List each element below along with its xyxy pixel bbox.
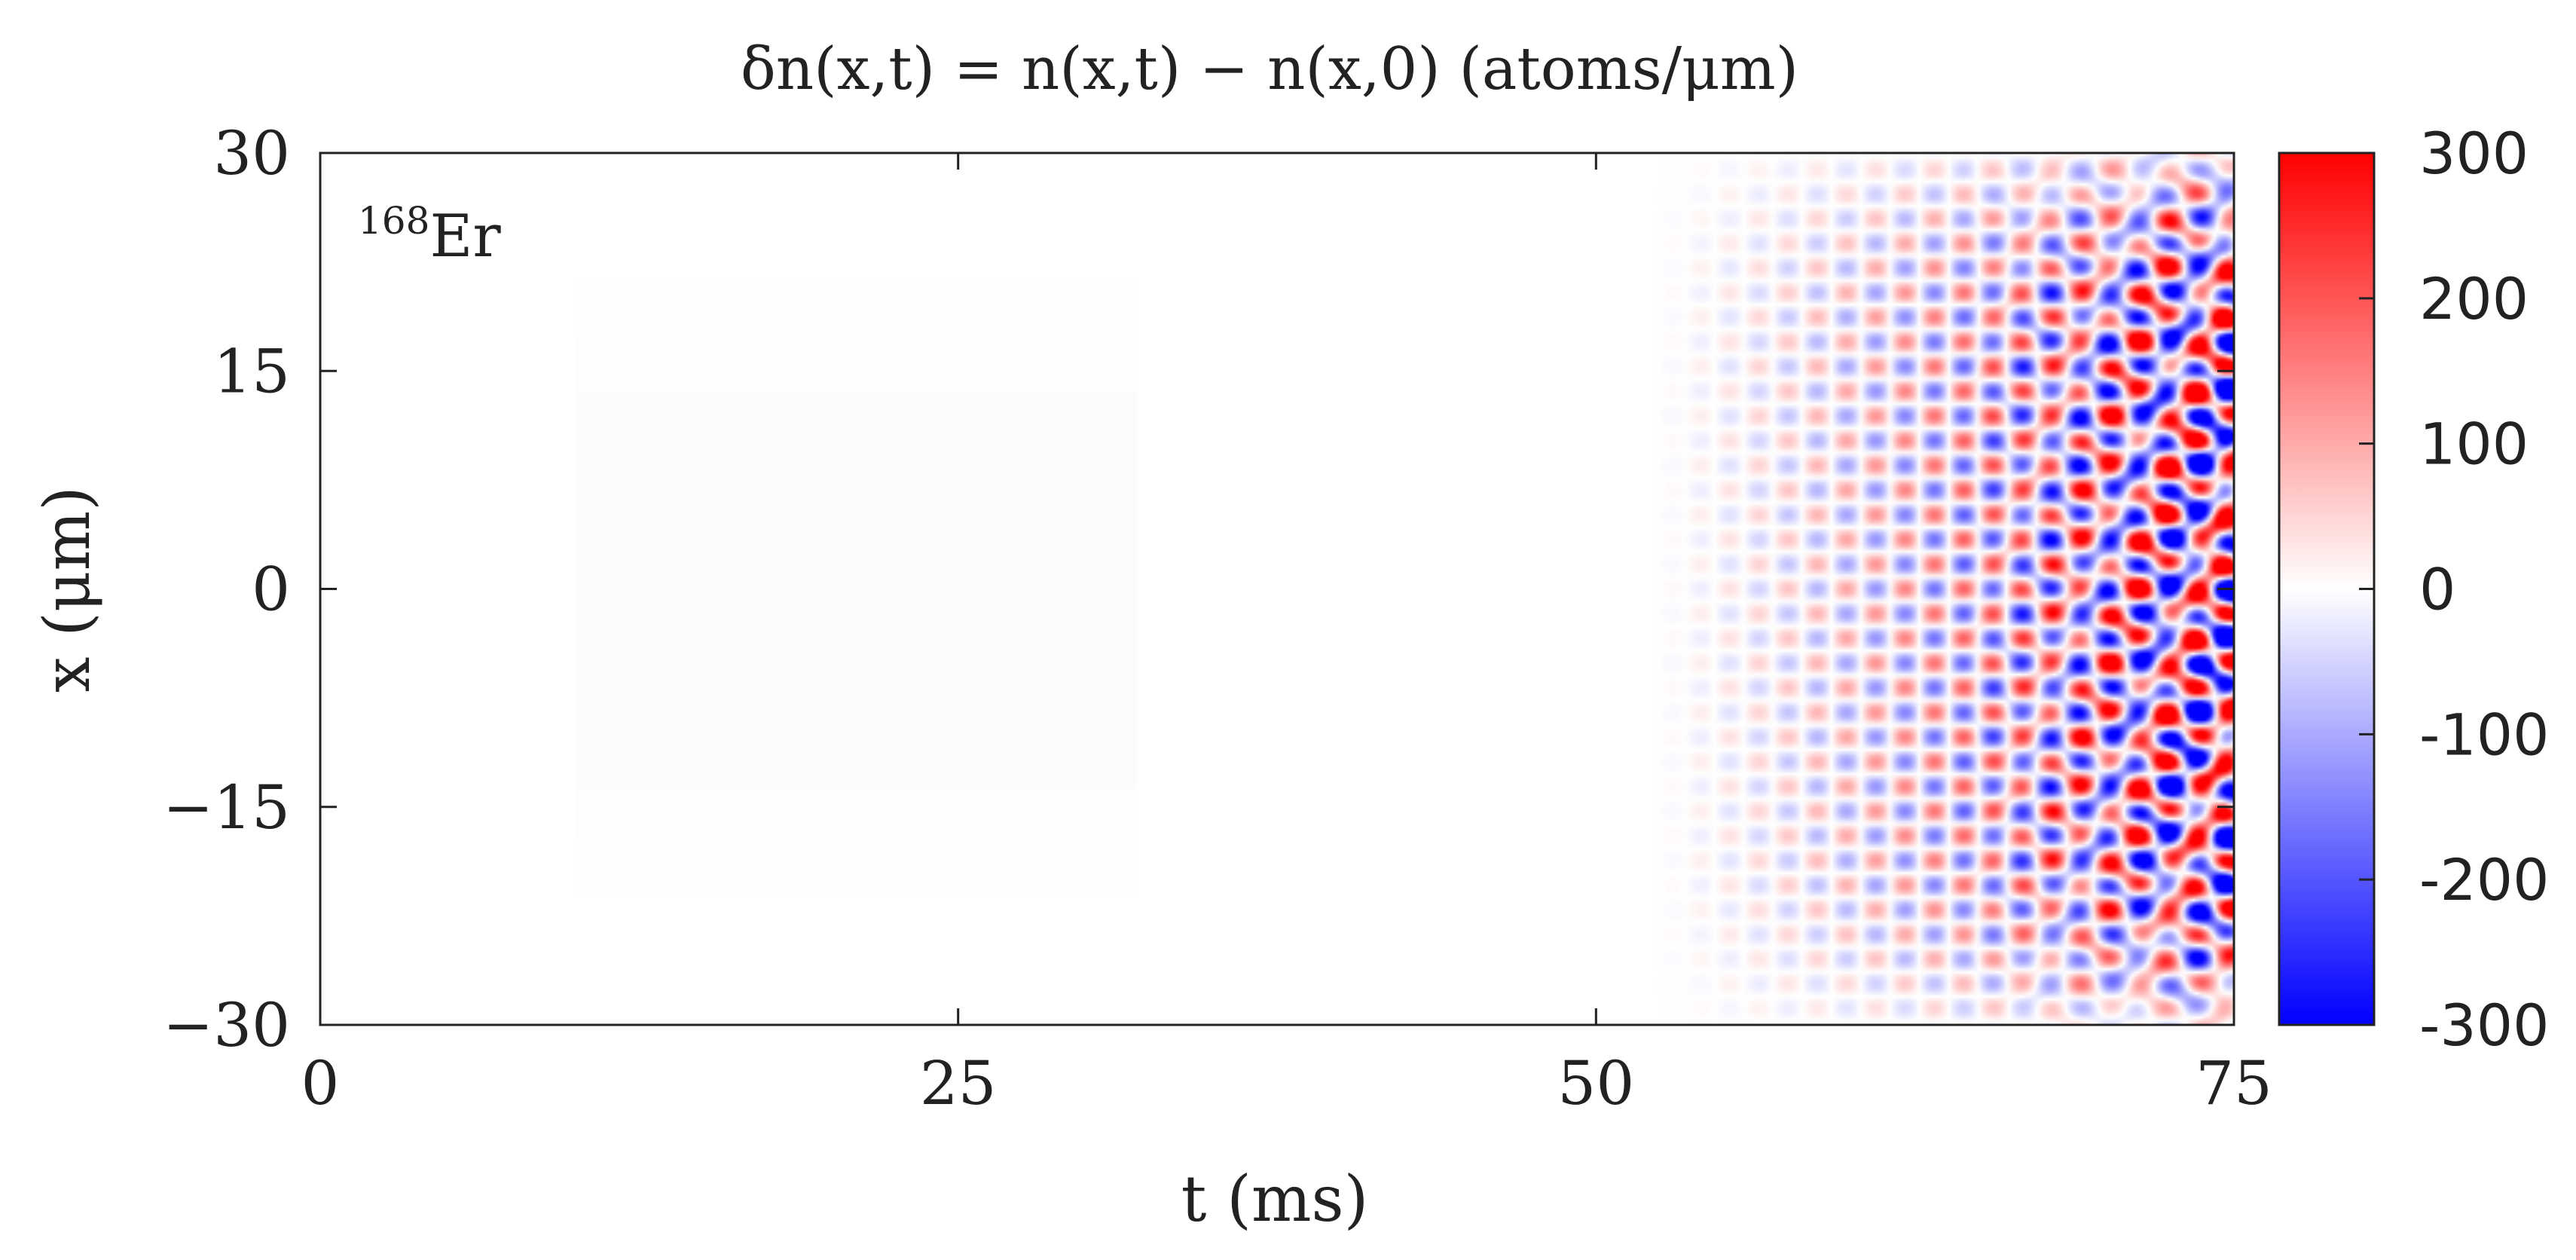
x-tick-label: 0: [301, 1048, 340, 1118]
y-tick-label: 0: [252, 555, 290, 625]
plot-area: [319, 151, 2235, 1026]
x-tick-label: 50: [1557, 1048, 1634, 1118]
x-axis: 0 25 50 75: [301, 153, 2272, 1118]
colorbar-tick-label: 300: [2419, 120, 2529, 187]
y-tick-label: 15: [213, 336, 290, 406]
y-axis: 30 15 0 −15 −30: [163, 118, 2234, 1060]
colorbar-tick-label: 200: [2419, 265, 2529, 332]
x-axis-label: t (ms): [1181, 1162, 1369, 1236]
colorbar-ticks: 300 200 100 0 -100 -200 -300: [2359, 120, 2549, 1059]
y-tick-label: −30: [163, 990, 290, 1060]
x-tick-label: 25: [920, 1048, 997, 1118]
isotope-element: Er: [429, 203, 501, 271]
colorbar: 300 200 100 0 -100 -200 -300: [2278, 120, 2549, 1059]
colorbar-tick-label: 100: [2419, 411, 2529, 478]
x-tick-label: 75: [2196, 1048, 2272, 1118]
y-axis-label: x (μm): [30, 486, 104, 693]
heatmap-raster: [320, 153, 2234, 1025]
y-tick-label: −15: [163, 772, 290, 843]
y-tick-label: 30: [213, 118, 290, 188]
colorbar-tick-label: -200: [2419, 846, 2549, 913]
colorbar-gradient: [2278, 151, 2376, 1026]
colorbar-tick-label: -300: [2419, 992, 2549, 1059]
colorbar-tick-label: 0: [2419, 556, 2455, 623]
chart-title: δn(x,t) = n(x,t) − n(x,0) (atoms/μm): [741, 35, 1798, 103]
isotope-annotation: 168Er: [358, 199, 501, 271]
colorbar-tick-label: -100: [2419, 701, 2549, 768]
isotope-mass-number: 168: [358, 199, 429, 243]
